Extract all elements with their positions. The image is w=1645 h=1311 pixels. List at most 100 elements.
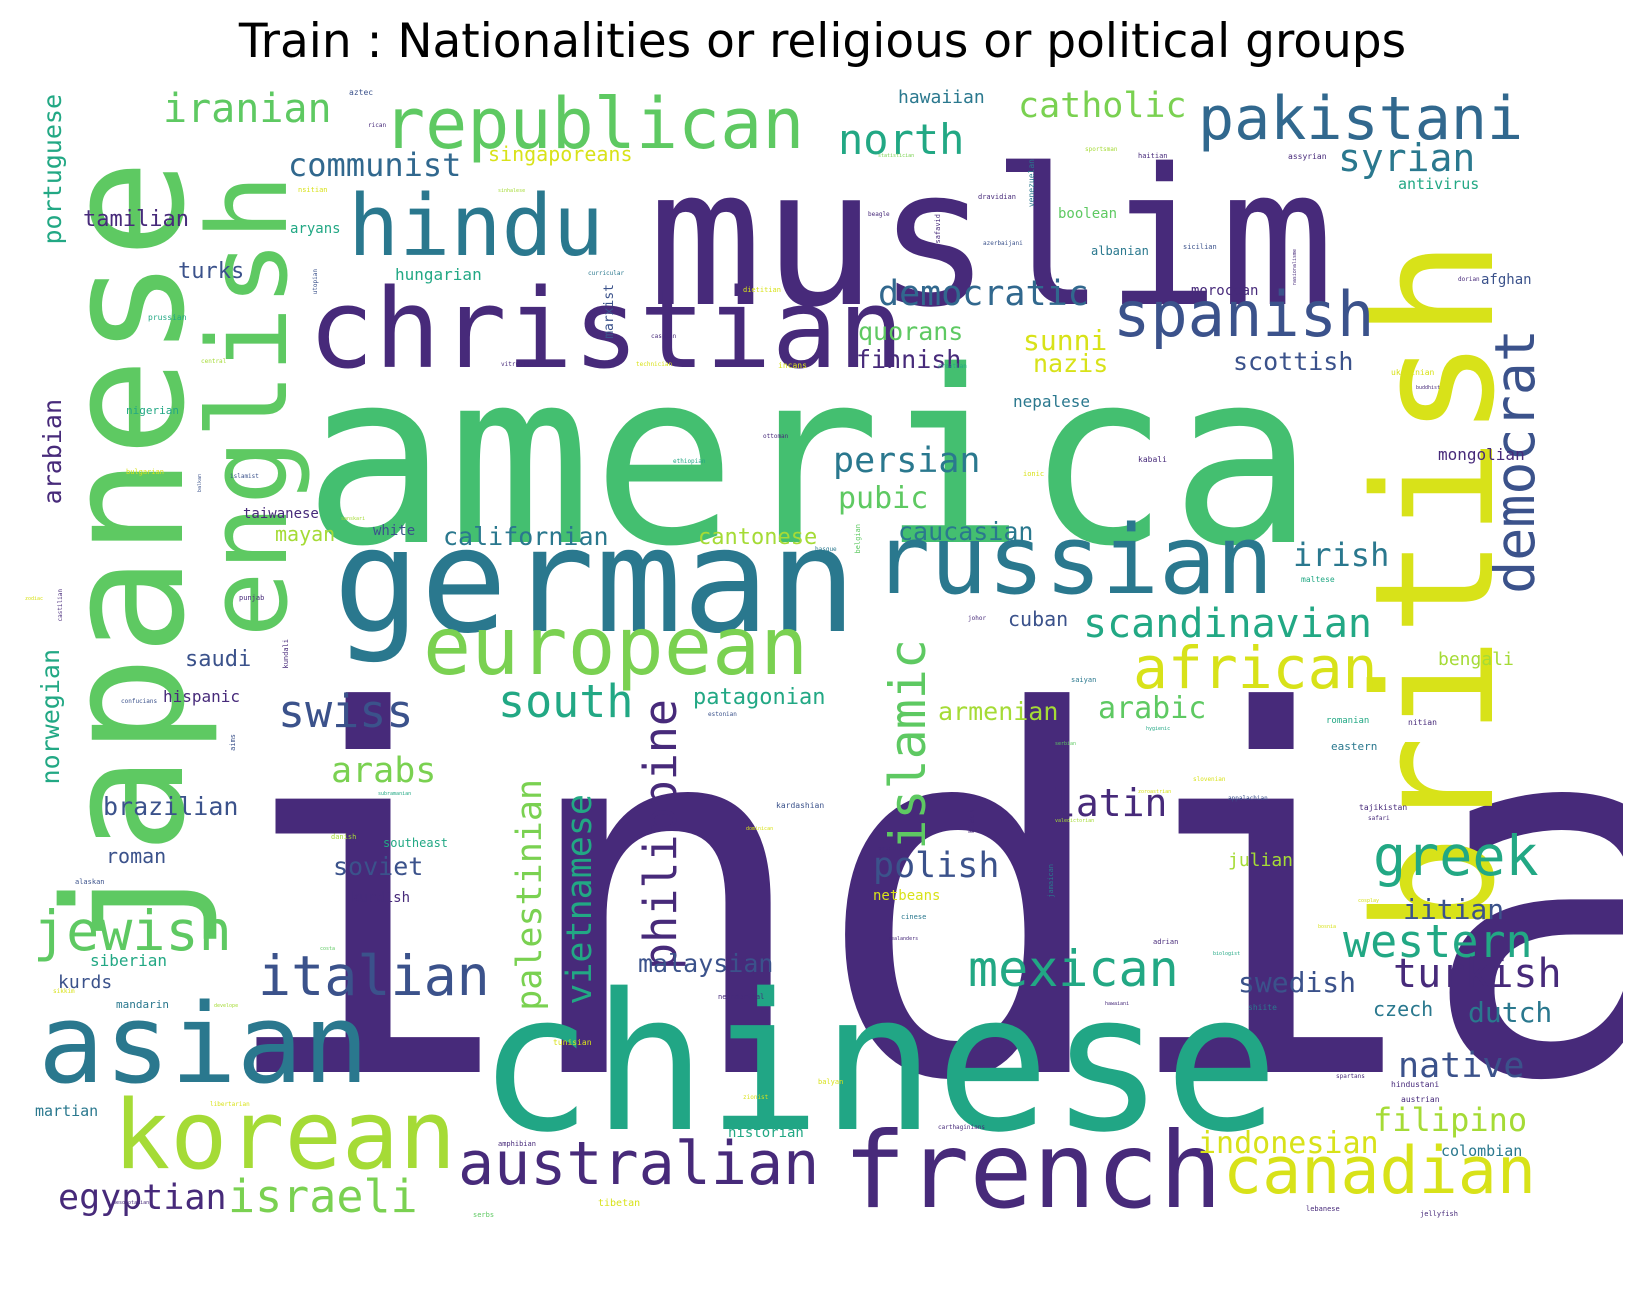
- word-jewish: jewish: [33, 899, 232, 963]
- word-kabali: kabali: [1138, 455, 1167, 464]
- word-spanish: spanish: [1113, 278, 1375, 351]
- word-islamist: islamist: [230, 473, 259, 480]
- word-hispanic: hispanic: [163, 687, 241, 706]
- word-carthaginians: carthaginians: [938, 1124, 985, 1131]
- word-swedish: swedish: [1238, 966, 1357, 999]
- word-roman: roman: [106, 844, 167, 868]
- word-turks: turks: [178, 259, 245, 284]
- word-vitruvian: vitruvian: [501, 361, 534, 368]
- word-north: north: [838, 115, 965, 164]
- word-soviet: soviet: [333, 852, 424, 881]
- word-singaporeans: singaporeans: [488, 142, 633, 166]
- word-quorans: quorans: [858, 317, 964, 346]
- word-netbeans: netbeans: [873, 888, 941, 904]
- word-cuban: cuban: [1008, 607, 1069, 631]
- word-mexican: mexican: [968, 940, 1179, 998]
- word-cosplay: cosplay: [1358, 898, 1380, 904]
- word-hawaiian: hawaiian: [898, 89, 985, 108]
- word-finnish: finnish: [856, 345, 962, 374]
- word-czech: czech: [1373, 997, 1434, 1021]
- word-julian: julian: [1228, 850, 1294, 871]
- word-mayan: mayan: [275, 522, 336, 546]
- word-french: french: [843, 1110, 1223, 1232]
- word-libertarian: libertarian: [210, 1101, 250, 1108]
- word-arabic: arabic: [1098, 691, 1207, 726]
- word-brazilian: brazilian: [103, 792, 239, 821]
- word-democratic: democratic: [878, 274, 1089, 314]
- word-confucians: confucians: [121, 698, 158, 705]
- word-jellyfish: jellyfish: [1420, 1210, 1458, 1218]
- word-christian: christian: [308, 265, 905, 393]
- word-iitian: iitian: [1403, 893, 1505, 926]
- word-patagonian: patagonian: [693, 685, 826, 710]
- word-filipino: filipino: [1373, 1101, 1528, 1139]
- word-iranian: iranian: [163, 89, 332, 132]
- word-kurds: kurds: [58, 972, 113, 993]
- word-scandinavian: scandinavian: [1083, 601, 1372, 647]
- word-dutch: dutch: [1468, 996, 1553, 1029]
- word-south: south: [498, 675, 634, 728]
- word-hungarian: hungarian: [395, 265, 482, 284]
- word-nigerian: nigerian: [126, 404, 179, 417]
- word-persian: persian: [833, 441, 981, 481]
- word-johor: johor: [968, 615, 987, 622]
- word-historian: historian: [728, 1125, 804, 1141]
- word-egyptian: egyptian: [58, 1178, 227, 1218]
- word-utopian: utopian: [312, 269, 319, 295]
- word-zionist: zionist: [743, 1094, 769, 1101]
- word-biologist: biologist: [1213, 951, 1241, 957]
- word-castilian: castilian: [57, 589, 64, 622]
- word-zoroastrian: zoroastrian: [1138, 789, 1172, 795]
- word-philippine: philippine: [634, 699, 687, 970]
- word-aztec: aztec: [349, 89, 374, 97]
- word-german: german: [333, 497, 857, 666]
- word-austrian: austrian: [1401, 1095, 1440, 1104]
- word-technician: technician: [636, 361, 673, 368]
- word-mesopotamian: mesopotamian: [113, 1200, 150, 1206]
- word-statistician: statistician: [878, 153, 915, 159]
- word-asian: asian: [38, 980, 370, 1108]
- word-incans: incans: [778, 361, 807, 370]
- word-serbian: serbian: [1055, 741, 1077, 747]
- word-cantonese: cantonese: [698, 525, 818, 550]
- word-zodiac: zodiac: [25, 596, 44, 602]
- word-african: african: [1133, 634, 1378, 702]
- word-buddhist: buddhist: [1416, 385, 1441, 391]
- word-siberian: siberian: [90, 951, 168, 970]
- word-black: black: [967, 809, 976, 834]
- word-swiss: swiss: [278, 685, 414, 738]
- word-safari: safari: [1368, 815, 1390, 822]
- word-safavid: safavid: [934, 214, 942, 244]
- word-chinese: chinese: [478, 953, 1279, 1174]
- word-develope: develope: [214, 1003, 239, 1009]
- word-jamaican: jamaican: [1047, 864, 1055, 898]
- word-taiwanese: taiwanese: [243, 506, 319, 522]
- word-croatian: croatian: [938, 363, 967, 370]
- word-nasionalisme: nasionalisme: [1292, 249, 1298, 286]
- word-amphibian: amphibian: [498, 1140, 536, 1148]
- word-haitian: haitian: [1138, 152, 1168, 160]
- word-martian: martian: [35, 1102, 99, 1120]
- word-neanderthal: neanderthal: [718, 993, 765, 1001]
- word-beagle: beagle: [868, 211, 890, 218]
- word-republican: republican: [383, 89, 805, 165]
- word-caucasian: caucasian: [898, 517, 1034, 546]
- word-palestinian: palestinian: [510, 779, 550, 1011]
- word-hindu: hindu: [348, 177, 604, 276]
- word-valedictorian: valedictorian: [1055, 818, 1095, 824]
- word-albanian: albanian: [1091, 244, 1149, 258]
- word-aims: aims: [229, 734, 237, 751]
- word-scottish: scottish: [1233, 347, 1354, 376]
- word-central: central: [201, 358, 227, 365]
- word-balkan: balkan: [197, 474, 203, 493]
- word-kardashian: kardashian: [776, 801, 825, 810]
- word-antivirus: antivirus: [1398, 175, 1480, 193]
- word-native: native: [1398, 1046, 1525, 1086]
- word-danish: danish: [331, 833, 357, 841]
- word-ionic: ionic: [1023, 470, 1045, 478]
- word-nepalese: nepalese: [1013, 392, 1091, 411]
- word-cloud: india america muslim chinese japanese british…: [23, 89, 1623, 1289]
- word-maltese: maltese: [1301, 575, 1335, 584]
- word-tunisian: tunisian: [553, 1038, 592, 1047]
- word-arabs: arabs: [331, 751, 437, 791]
